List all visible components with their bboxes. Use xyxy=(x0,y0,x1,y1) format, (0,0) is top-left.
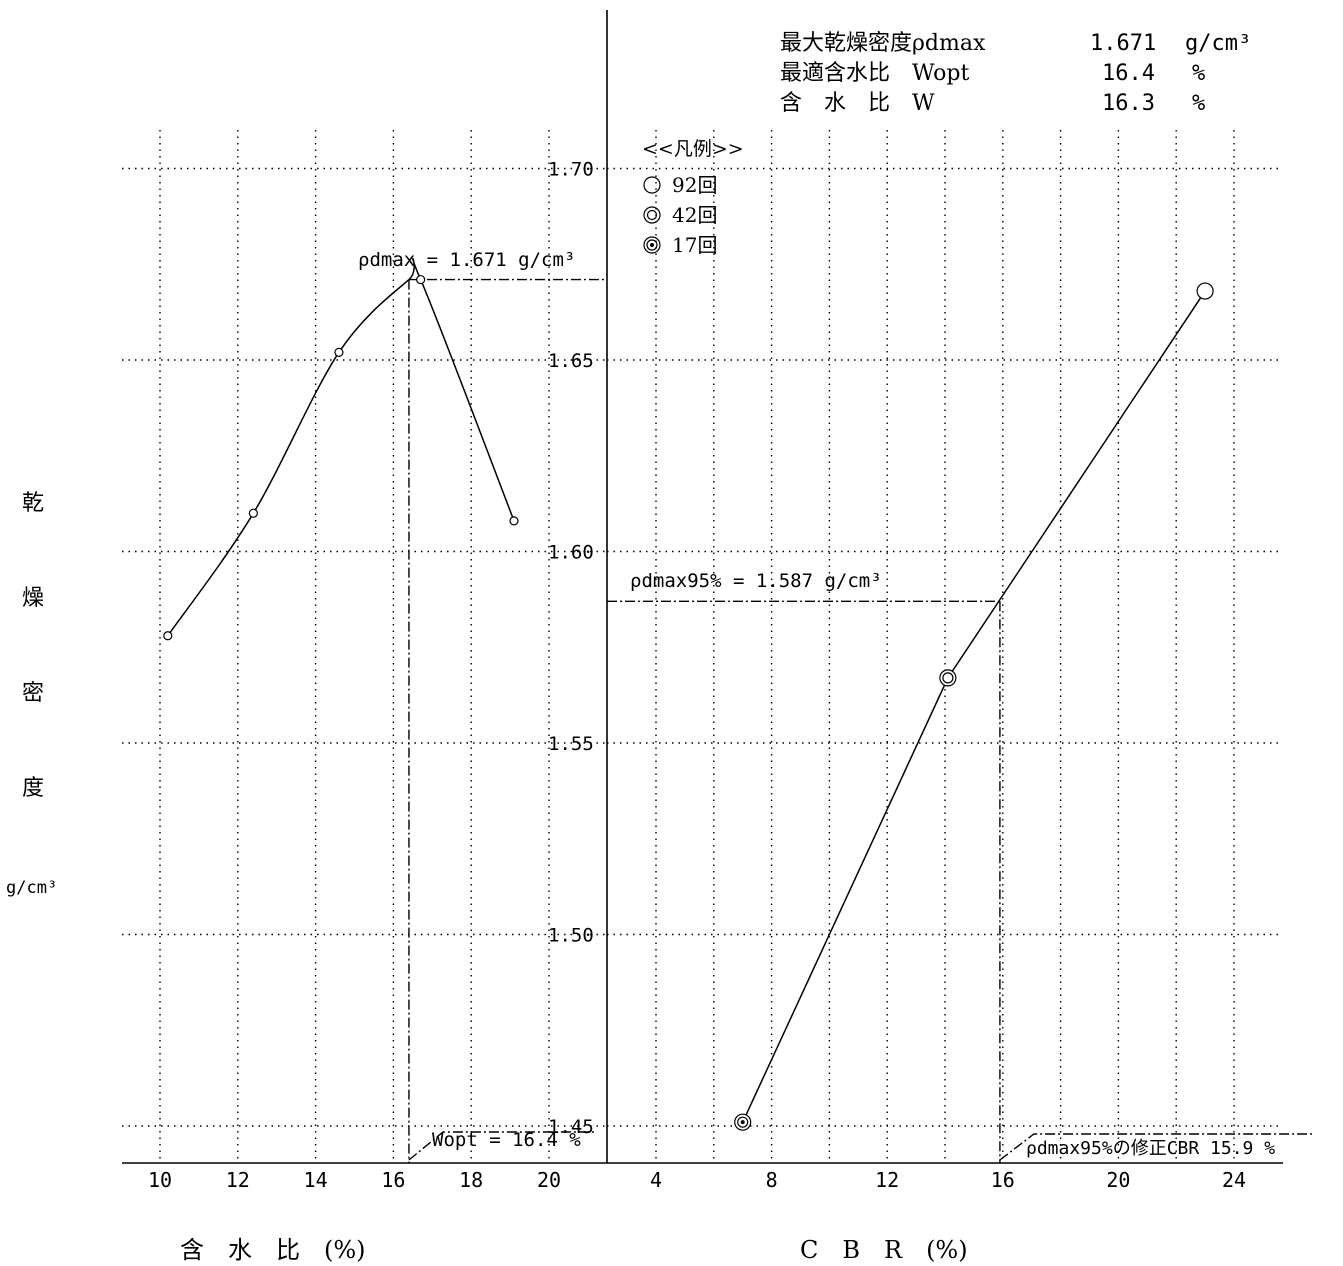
summary-value-1: 16.4 xyxy=(1102,61,1155,86)
summary-value-2: 16.3 xyxy=(1102,91,1155,116)
cbr-line xyxy=(742,290,1206,1123)
compaction-curve xyxy=(167,257,515,637)
summary-table: 最大乾燥密度ρdmax 1.671 g/cm³ 最適含水比 Wopt 16.4 … xyxy=(780,31,1251,116)
y-tick-label: 1.45 xyxy=(548,1116,594,1138)
right-x-tick-label: 12 xyxy=(875,1168,899,1192)
left-x-tick-label: 20 xyxy=(537,1168,561,1192)
legend-symbol-17-inner xyxy=(650,243,654,247)
summary-label-1: 最適含水比 Wopt xyxy=(780,61,969,86)
summary-unit-2: % xyxy=(1192,91,1205,116)
y-tick-label: 1.70 xyxy=(548,159,594,181)
legend-label-17: 17回 xyxy=(672,233,717,257)
y-axis-label: 乾 燥 密 度 g/cm³ xyxy=(6,491,57,898)
wopt-leader xyxy=(408,1131,594,1161)
cbr-point-dot xyxy=(740,1120,745,1125)
cbr-point-inner xyxy=(942,672,954,684)
left-x-tick-label: 18 xyxy=(459,1168,483,1192)
legend-label-42: 42回 xyxy=(672,203,717,227)
summary-label-0: 最大乾燥密度ρdmax xyxy=(780,31,986,56)
annotation-rho-dmax: ρdmax = 1.671 g/cm³ xyxy=(358,249,575,271)
grid xyxy=(122,130,1283,1163)
right-x-tick-label: 24 xyxy=(1222,1168,1246,1192)
annotation-wopt: Wopt = 16.4 % xyxy=(432,1129,581,1151)
y-tick-label: 1.60 xyxy=(548,542,594,564)
summary-unit-1: % xyxy=(1192,61,1205,86)
compaction-point xyxy=(416,274,426,285)
left-x-tick-label: 14 xyxy=(304,1168,328,1192)
summary-value-0: 1.671 xyxy=(1090,31,1156,56)
right-x-tick-label: 4 xyxy=(650,1168,662,1192)
right-x-tick-label: 20 xyxy=(1106,1168,1130,1192)
annotation-cbr: ρdmax95%の修正CBR 15.9 % xyxy=(1026,1138,1275,1159)
tick-labels: 1.45 1.50 1.55 1.60 1.65 1.70 10 12 14 16 18 20 4 8 12… xyxy=(148,159,1246,1193)
reference-lines xyxy=(408,278,1312,1163)
ylabel-char-0: 乾 xyxy=(22,491,44,516)
annotation-rho-dmax95: ρdmax95% = 1.587 g/cm³ xyxy=(630,570,882,592)
ylabel-unit: g/cm³ xyxy=(6,878,57,898)
left-x-tick-label: 12 xyxy=(226,1168,250,1192)
legend-label-92: 92回 xyxy=(672,173,717,197)
compaction-point xyxy=(163,631,173,641)
data-points xyxy=(163,274,1214,1131)
cbr-leader xyxy=(999,1133,1312,1161)
left-x-axis-title: 含 水 比 (%) xyxy=(180,1236,366,1264)
compaction-point xyxy=(334,347,344,357)
series-lines xyxy=(167,257,1206,1123)
ylabel-char-1: 燥 xyxy=(22,586,44,611)
y-tick-label: 1.55 xyxy=(548,733,594,755)
legend-symbol-42-inner xyxy=(646,209,658,221)
legend-symbol-92 xyxy=(643,176,661,194)
compaction-point xyxy=(248,508,258,518)
summary-unit-0: g/cm³ xyxy=(1185,31,1251,56)
summary-label-2: 含 水 比 W xyxy=(780,91,935,116)
right-x-tick-label: 8 xyxy=(766,1168,778,1192)
y-tick-label: 1.50 xyxy=(548,925,594,947)
compaction-point xyxy=(509,516,519,526)
y-tick-label: 1.65 xyxy=(548,350,594,372)
left-x-tick-label: 16 xyxy=(381,1168,405,1192)
legend-title: <<凡例>> xyxy=(642,138,744,160)
cbr-point-92回 xyxy=(1196,282,1214,300)
right-x-axis-title: C B R (%) xyxy=(800,1236,968,1264)
left-x-tick-label: 10 xyxy=(148,1168,172,1192)
ylabel-char-2: 密 xyxy=(22,681,44,706)
legend: <<凡例>> 92回 42回 17回 xyxy=(642,138,744,257)
ylabel-char-3: 度 xyxy=(22,776,44,801)
right-x-tick-label: 16 xyxy=(991,1168,1015,1192)
